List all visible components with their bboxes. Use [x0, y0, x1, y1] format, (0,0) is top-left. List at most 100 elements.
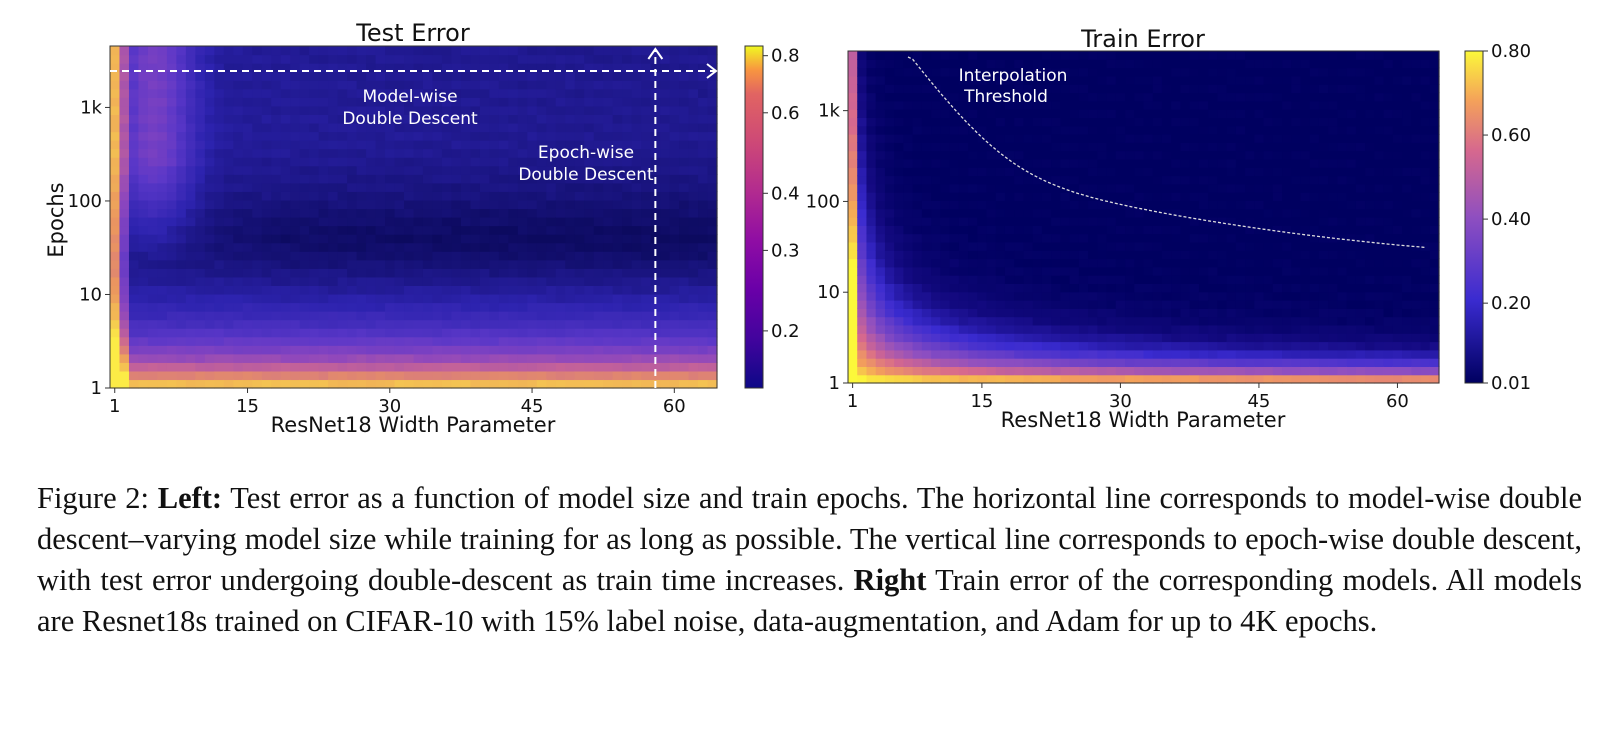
heatmap-cell	[157, 293, 168, 304]
heatmap-cell	[707, 88, 718, 98]
heatmap-cell	[460, 293, 471, 304]
heatmap-cell	[1318, 167, 1329, 177]
heatmap-cell	[894, 250, 904, 260]
heatmap-cell	[555, 165, 566, 175]
heatmap-cell	[299, 251, 310, 261]
heatmap-cell	[1023, 233, 1034, 243]
heatmap-cell	[451, 370, 462, 381]
heatmap-cell	[536, 191, 547, 201]
heatmap-cell	[290, 122, 301, 133]
heatmap-cell	[940, 208, 951, 218]
heatmap-cell	[508, 259, 519, 269]
heatmap-cell	[223, 46, 234, 56]
heatmap-cell	[1069, 59, 1080, 69]
heatmap-cell	[1226, 358, 1237, 367]
heatmap-cell	[977, 333, 988, 343]
heatmap-cell	[1032, 366, 1043, 376]
heatmap-cell	[1365, 308, 1375, 318]
heatmap-cell	[404, 353, 415, 363]
heatmap-cell	[1346, 51, 1357, 60]
heatmap-cell	[660, 268, 671, 278]
heatmap-cell	[1272, 366, 1283, 376]
heatmap-cell	[1161, 283, 1172, 293]
heatmap-cell	[1328, 241, 1339, 251]
heatmap-cell	[366, 379, 377, 389]
heatmap-cell	[1217, 167, 1228, 177]
heatmap-cell	[1365, 366, 1375, 376]
heatmap-cell	[271, 311, 282, 321]
heatmap-cell	[641, 157, 652, 167]
heatmap-cell	[195, 105, 206, 115]
heatmap-cell	[413, 174, 424, 184]
heatmap-cell	[1300, 241, 1311, 251]
heatmap-cell	[394, 234, 405, 244]
heatmap-cell	[1097, 358, 1108, 367]
heatmap-cell	[660, 199, 671, 210]
heatmap-cell	[489, 54, 500, 64]
heatmap-cell	[517, 80, 528, 90]
heatmap-cell	[347, 251, 358, 261]
heatmap-cell	[356, 148, 367, 158]
heatmap-cell	[309, 105, 320, 115]
heatmap-cell	[1097, 167, 1108, 177]
heatmap-cell	[233, 336, 244, 346]
heatmap-cell	[157, 319, 168, 329]
heatmap-cell	[375, 122, 386, 133]
heatmap-cell	[977, 67, 988, 77]
heatmap-cell	[1032, 200, 1043, 210]
heatmap-cell	[147, 302, 159, 312]
heatmap-cell	[1078, 150, 1089, 160]
heatmap-cell	[1272, 349, 1283, 359]
heatmap-cell	[1115, 183, 1126, 193]
heatmap-cell	[688, 97, 699, 107]
heatmap-cell	[1272, 167, 1283, 177]
heatmap-cell	[986, 92, 997, 102]
heatmap-cell	[1254, 324, 1265, 334]
heatmap-cell	[166, 362, 177, 372]
heatmap-cell	[866, 217, 877, 226]
heatmap-cell	[366, 259, 377, 269]
heatmap-cell	[1208, 241, 1218, 251]
heatmap-cell	[1374, 158, 1385, 168]
heatmap-cell	[660, 225, 671, 235]
heatmap-cell	[527, 370, 538, 381]
heatmap-cell	[432, 328, 443, 338]
heatmap-cell	[1004, 84, 1015, 94]
heatmap-cell	[404, 225, 415, 235]
heatmap-cell	[1318, 217, 1329, 226]
heatmap-cell	[593, 319, 604, 329]
heatmap-cell	[707, 131, 718, 141]
heatmap-cell	[233, 345, 244, 355]
heatmap-cell	[1152, 366, 1163, 376]
heatmap-cell	[517, 311, 528, 321]
heatmap-cell	[1282, 51, 1292, 60]
heatmap-cell	[1263, 250, 1274, 260]
heatmap-cell	[223, 54, 234, 64]
heatmap-cell	[375, 97, 386, 107]
heatmap-cell	[375, 379, 386, 389]
heatmap-cell	[903, 358, 914, 367]
heatmap-cell	[1392, 266, 1403, 276]
heatmap-cell	[593, 302, 604, 312]
heatmap-cell	[498, 311, 509, 321]
heatmap-cell	[1309, 134, 1320, 143]
heatmap-cell	[1161, 258, 1172, 268]
heatmap-cell	[1217, 225, 1228, 235]
heatmap-cell	[1051, 183, 1061, 193]
heatmap-cell	[1208, 283, 1218, 293]
heatmap-cell	[223, 225, 234, 235]
heatmap-cell	[356, 63, 367, 73]
heatmap-cell	[242, 251, 253, 261]
heatmap-cell	[1115, 374, 1126, 384]
heatmap-cell	[290, 268, 301, 278]
heatmap-cell	[204, 311, 215, 321]
heatmap-cell	[1291, 275, 1302, 284]
heatmap-cell	[128, 251, 140, 261]
heatmap-cell	[404, 140, 415, 150]
heatmap-cell	[660, 80, 671, 90]
heatmap-cell	[271, 268, 282, 278]
heatmap-cell	[242, 105, 253, 115]
heatmap-cell	[1171, 258, 1182, 268]
heatmap-cell	[1004, 366, 1015, 376]
heatmap-cell	[261, 242, 272, 252]
